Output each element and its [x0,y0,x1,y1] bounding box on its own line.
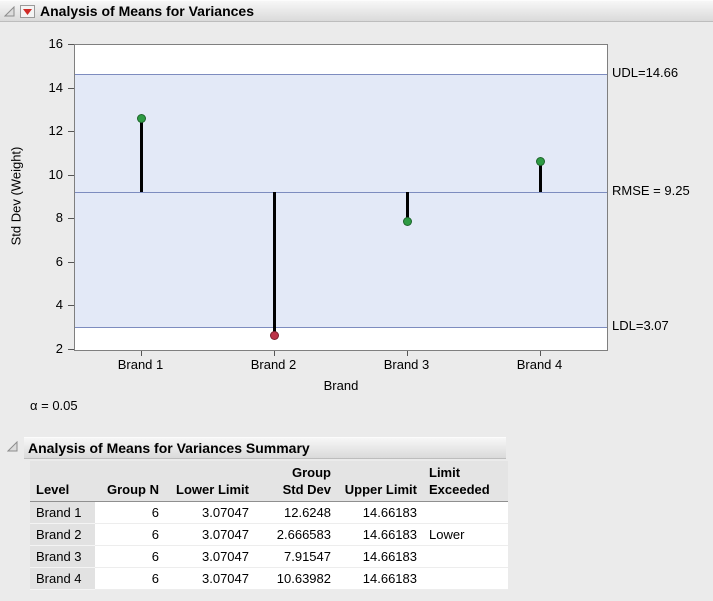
table-cell: 3.07047 [165,546,255,568]
table-cell [423,546,508,568]
table-cell: Lower [423,524,508,546]
y-tick-mark [68,305,74,307]
table-cell: 2.666583 [255,524,337,546]
x-tick-mark [539,351,541,356]
y-tick-label: 14 [48,79,63,95]
row-label: Brand 3 [30,546,95,568]
row-label: Brand 2 [30,524,95,546]
ldl-line [75,326,607,328]
table-cell [423,568,508,590]
y-tick-mark [68,87,74,89]
x-axis[interactable]: Brand 1 Brand 2 Brand 3 Brand 4 [74,351,608,379]
y-tick-label: 2 [55,341,63,356]
table-cell: 6 [95,568,165,590]
needle-3 [406,192,409,222]
udl-line [75,74,607,76]
y-tick-label: 16 [48,36,63,51]
outline-title: Analysis of Means for Variances [40,3,254,19]
y-tick-label: 10 [48,166,63,182]
y-tick-mark [68,261,74,263]
alpha-note: α = 0.05 [30,398,78,413]
summary-table-body: Brand 1 6 3.07047 12.6248 14.66183 Brand 2 6 3.… [30,502,508,590]
row-label: Brand 4 [30,568,95,590]
decision-limit-band [75,74,607,327]
x-tick-label: Brand 2 [250,357,297,372]
column-header-upper-limit: Upper Limit [344,482,417,497]
y-tick-mark [68,131,74,133]
x-tick-label: Brand 1 [117,357,164,372]
table-cell: 10.63982 [255,568,337,590]
outline-title: Analysis of Means for Variances Summary [28,440,310,456]
needle-1 [140,118,143,193]
row-label: Brand 1 [30,502,95,524]
y-tick-mark [68,349,74,350]
limit-annotations: UDL=14.66 RMSE = 9.25 LDL=3.07 [612,44,712,351]
table-cell: 6 [95,524,165,546]
table-cell: 3.07047 [165,502,255,524]
column-header-group-std-dev: Group Std Dev [282,465,331,497]
y-tick-mark [68,174,74,176]
y-tick-label: 12 [48,123,63,139]
disclosure-triangle-icon[interactable] [4,5,15,17]
outline-header-anom[interactable]: Analysis of Means for Variances [0,0,713,22]
point-brand-3[interactable] [403,216,412,226]
table-cell: 6 [95,546,165,568]
y-tick-label: 4 [55,297,63,313]
disclosure-triangle-icon[interactable] [7,441,18,452]
y-tick-label: 8 [55,210,63,226]
table-cell: 14.66183 [337,524,423,546]
table-cell: 7.91547 [255,546,337,568]
x-tick-mark [140,351,142,356]
y-tick-label: 6 [55,253,63,269]
outline-header-summary[interactable]: Analysis of Means for Variances Summary [24,437,506,459]
x-tick-label: Brand 3 [383,357,430,372]
x-tick-mark [406,351,408,356]
point-brand-4[interactable] [536,157,545,167]
x-tick-mark [273,351,275,356]
rmse-label: RMSE = 9.25 [612,183,690,199]
red-triangle-menu-icon[interactable] [20,4,35,18]
summary-table: Level Group N Lower Limit Group Std Dev Upper… [30,461,508,590]
udl-label: UDL=14.66 [612,65,679,81]
y-axis[interactable]: 2 4 6 8 10 12 14 16 [32,36,74,356]
table-cell: 3.07047 [165,524,255,546]
table-row-brand-1[interactable]: Brand 1 6 3.07047 12.6248 14.66183 [30,502,508,524]
table-cell [423,502,508,524]
needle-2 [273,192,276,336]
center-line [75,192,607,194]
table-cell: 14.66183 [337,546,423,568]
x-axis-title: Brand [323,378,359,393]
column-header-lower-limit: Lower Limit [176,482,249,497]
table-cell: 14.66183 [337,568,423,590]
x-tick-label: Brand 4 [516,357,563,372]
ldl-label: LDL=3.07 [612,317,669,333]
summary-table-header: Level Group N Lower Limit Group Std Dev Upper… [30,461,508,502]
column-header-level: Level [36,482,70,497]
table-cell: 6 [95,502,165,524]
table-row-brand-3[interactable]: Brand 3 6 3.07047 7.91547 14.66183 [30,546,508,568]
table-cell: 12.6248 [255,502,337,524]
table-cell: 14.66183 [337,502,423,524]
table-cell: 3.07047 [165,568,255,590]
column-header-limit-exceeded: Limit Exceeded [429,465,490,497]
y-tick-mark [68,218,74,220]
table-row-brand-2[interactable]: Brand 2 6 3.07047 2.666583 14.66183 Lower [30,524,508,546]
y-axis-title: Std Dev (Weight) [8,146,24,246]
point-brand-2[interactable] [270,330,279,340]
needle-4 [539,161,542,193]
point-brand-1[interactable] [137,114,146,124]
table-row-brand-4[interactable]: Brand 4 6 3.07047 10.63982 14.66183 [30,568,508,590]
y-tick-mark [68,44,74,45]
plot-area[interactable] [74,44,608,351]
column-header-group-n: Group N [107,482,159,497]
